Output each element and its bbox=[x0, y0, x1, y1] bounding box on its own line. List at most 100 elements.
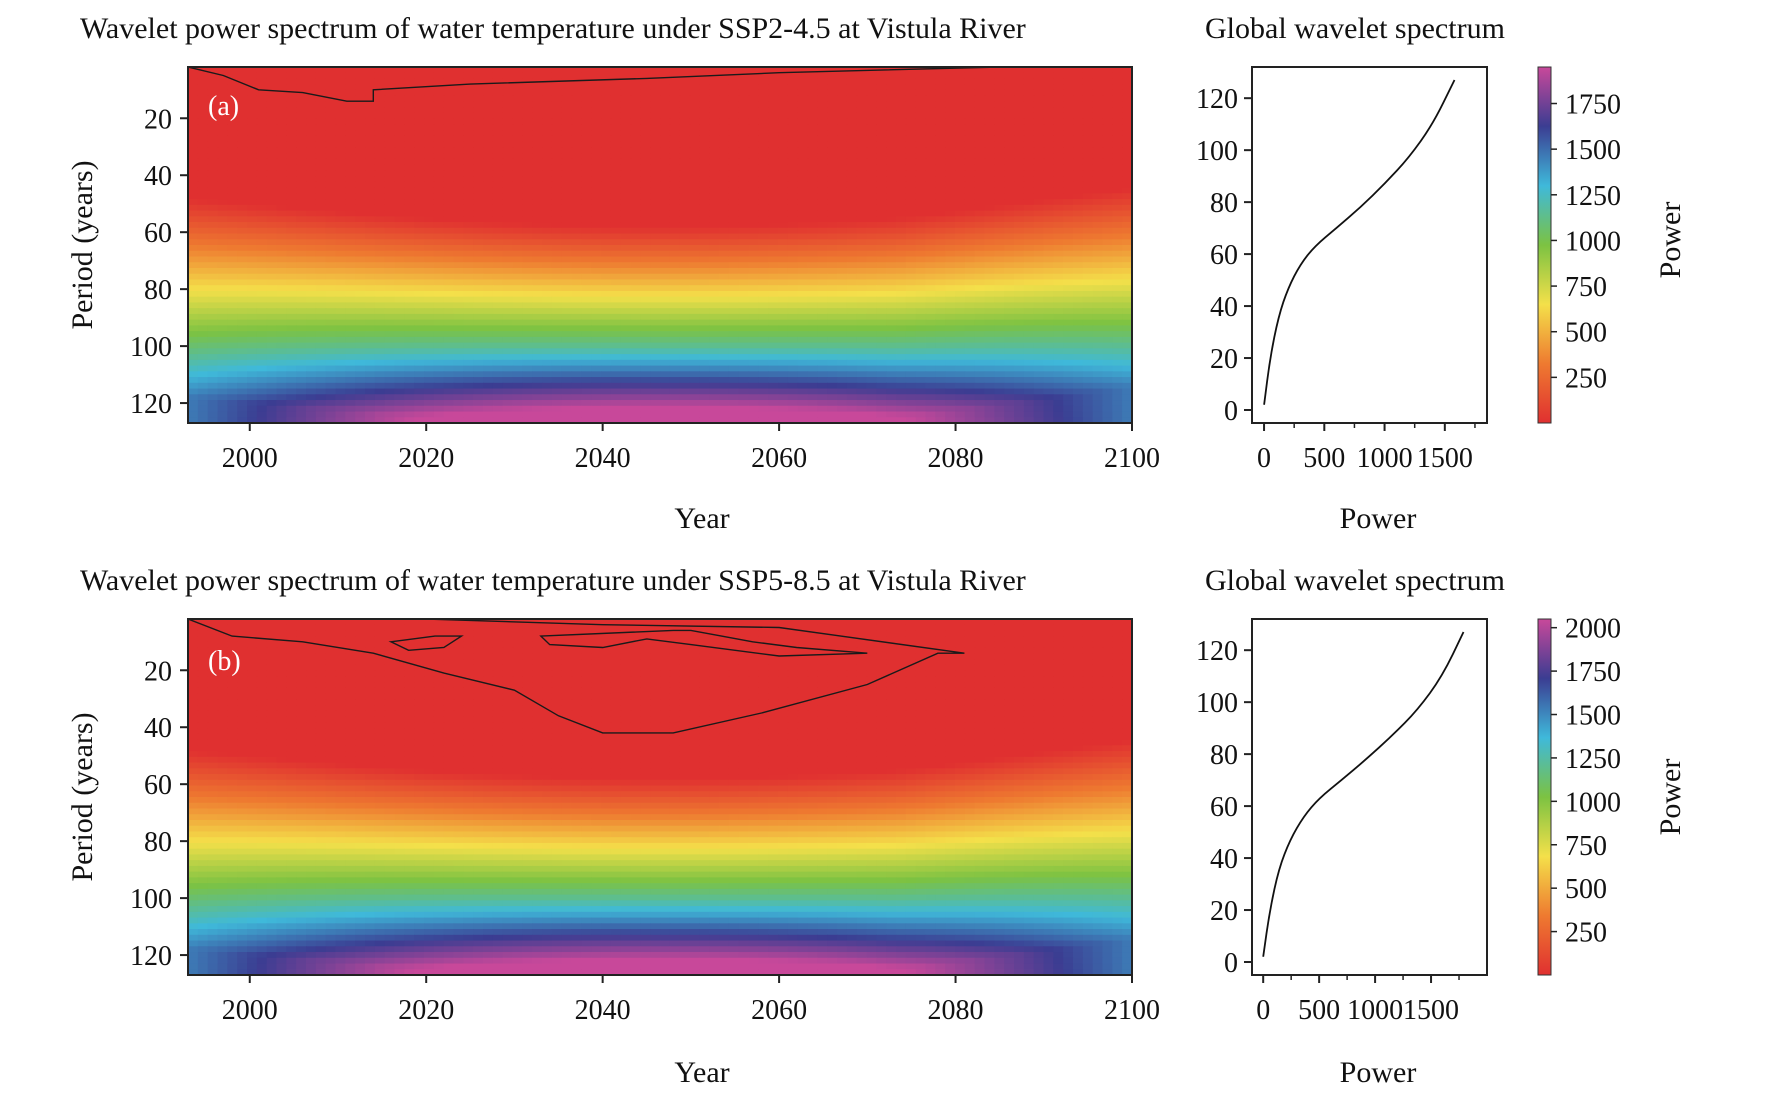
heatmap-cell bbox=[974, 112, 986, 120]
heatmap-cell bbox=[974, 245, 986, 252]
heatmap-cell bbox=[709, 78, 720, 85]
heatmap-cell bbox=[237, 141, 248, 148]
heatmap-cell bbox=[1063, 67, 1074, 74]
heatmap-cell bbox=[699, 204, 710, 212]
heatmap-cell bbox=[709, 262, 720, 269]
heatmap-cell bbox=[955, 210, 966, 217]
heatmap-cell bbox=[217, 239, 228, 246]
heatmap-cell bbox=[1073, 216, 1084, 223]
heatmap-cell bbox=[512, 164, 523, 171]
heatmap-cell bbox=[355, 170, 366, 177]
heatmap-cell bbox=[768, 89, 779, 97]
heatmap-cell bbox=[315, 267, 327, 275]
heatmap-cell bbox=[315, 135, 327, 143]
heatmap-cell bbox=[896, 130, 907, 137]
heatmap-cell bbox=[1023, 107, 1035, 114]
heatmap-cell bbox=[335, 348, 346, 355]
heatmap-cell bbox=[738, 199, 750, 206]
heatmap-cell bbox=[306, 319, 317, 326]
heatmap-cell bbox=[306, 222, 317, 229]
heatmap-cell bbox=[964, 89, 976, 97]
heatmap-cell bbox=[502, 181, 514, 189]
heatmap-cell bbox=[374, 164, 386, 171]
heatmap-cell bbox=[197, 336, 209, 344]
heatmap-cell bbox=[679, 331, 691, 338]
heatmap-cell bbox=[1092, 290, 1104, 298]
heatmap-cell bbox=[846, 273, 858, 281]
heatmap-cell bbox=[827, 89, 838, 97]
heatmap-cell bbox=[453, 348, 464, 355]
heatmap-cell bbox=[876, 89, 887, 97]
heatmap-cell bbox=[306, 290, 317, 298]
heatmap-cell bbox=[610, 354, 622, 361]
heatmap-cell bbox=[591, 67, 602, 74]
heatmap-cell bbox=[227, 227, 238, 235]
heatmap-cell bbox=[866, 279, 877, 286]
heatmap-cell bbox=[699, 67, 710, 74]
heatmap-cell bbox=[1082, 222, 1094, 229]
heatmap-cell bbox=[630, 147, 641, 154]
heatmap-cell bbox=[365, 290, 376, 298]
heatmap-cell bbox=[738, 112, 750, 120]
heatmap-cell bbox=[650, 216, 661, 223]
heatmap-cell bbox=[955, 141, 966, 148]
heatmap-cell bbox=[522, 199, 533, 206]
heatmap-cell bbox=[453, 176, 464, 183]
heatmap-cell bbox=[256, 112, 268, 120]
heatmap-cell bbox=[197, 319, 209, 326]
heatmap-cell bbox=[807, 84, 818, 91]
heatmap-cell bbox=[473, 130, 484, 137]
heatmap-cell bbox=[325, 308, 337, 315]
heatmap-cell bbox=[1004, 227, 1015, 235]
heatmap-cell bbox=[728, 273, 740, 281]
heatmap-cell bbox=[817, 84, 828, 91]
heatmap-cell bbox=[571, 124, 582, 131]
heatmap-cell bbox=[738, 325, 750, 332]
heatmap-cell bbox=[276, 78, 287, 85]
heatmap-cell bbox=[571, 319, 582, 326]
heatmap-cell bbox=[640, 107, 651, 114]
heatmap-cell bbox=[935, 285, 946, 292]
heatmap-cell bbox=[591, 141, 602, 148]
heatmap-cell bbox=[296, 147, 307, 154]
heatmap-cell bbox=[689, 250, 700, 258]
heatmap-cell bbox=[1033, 153, 1045, 160]
heatmap-cell bbox=[433, 141, 445, 148]
heatmap-cell bbox=[699, 95, 710, 103]
heatmap-cell bbox=[374, 193, 386, 200]
heatmap-cell bbox=[620, 72, 632, 80]
heatmap-cell bbox=[1053, 296, 1064, 304]
heatmap-cell bbox=[424, 147, 435, 154]
heatmap-cell bbox=[522, 158, 533, 166]
heatmap-cell bbox=[719, 319, 730, 326]
heatmap-cell bbox=[984, 273, 995, 281]
heatmap-cell bbox=[709, 181, 720, 189]
heatmap-cell bbox=[227, 267, 238, 275]
heatmap-cell bbox=[896, 319, 907, 326]
heatmap-cell bbox=[247, 187, 258, 194]
heatmap-cell bbox=[414, 256, 425, 263]
heatmap-cell bbox=[414, 141, 425, 148]
heatmap-cell bbox=[955, 319, 966, 326]
heatmap-cell bbox=[502, 101, 514, 108]
heatmap-cell bbox=[1004, 331, 1015, 338]
heatmap-cell bbox=[197, 313, 209, 321]
heatmap-cell bbox=[473, 187, 484, 194]
heatmap-cell bbox=[876, 308, 887, 315]
heatmap-cell bbox=[679, 239, 691, 246]
heatmap-cell bbox=[601, 354, 612, 361]
heatmap-cell bbox=[1023, 336, 1035, 344]
heatmap-cell bbox=[925, 302, 936, 309]
heatmap-cell bbox=[660, 256, 671, 263]
heatmap-cell bbox=[679, 273, 691, 281]
heatmap-cell bbox=[217, 170, 228, 177]
heatmap-cell bbox=[483, 250, 494, 258]
heatmap-cell bbox=[866, 227, 877, 235]
heatmap-cell bbox=[1004, 193, 1015, 200]
heatmap-cell bbox=[374, 273, 386, 281]
heatmap-cell bbox=[188, 89, 199, 97]
heatmap-cell bbox=[689, 279, 700, 286]
heatmap-cell bbox=[1004, 245, 1015, 252]
heatmap-cell bbox=[502, 273, 514, 281]
heatmap-cell bbox=[1092, 187, 1104, 194]
